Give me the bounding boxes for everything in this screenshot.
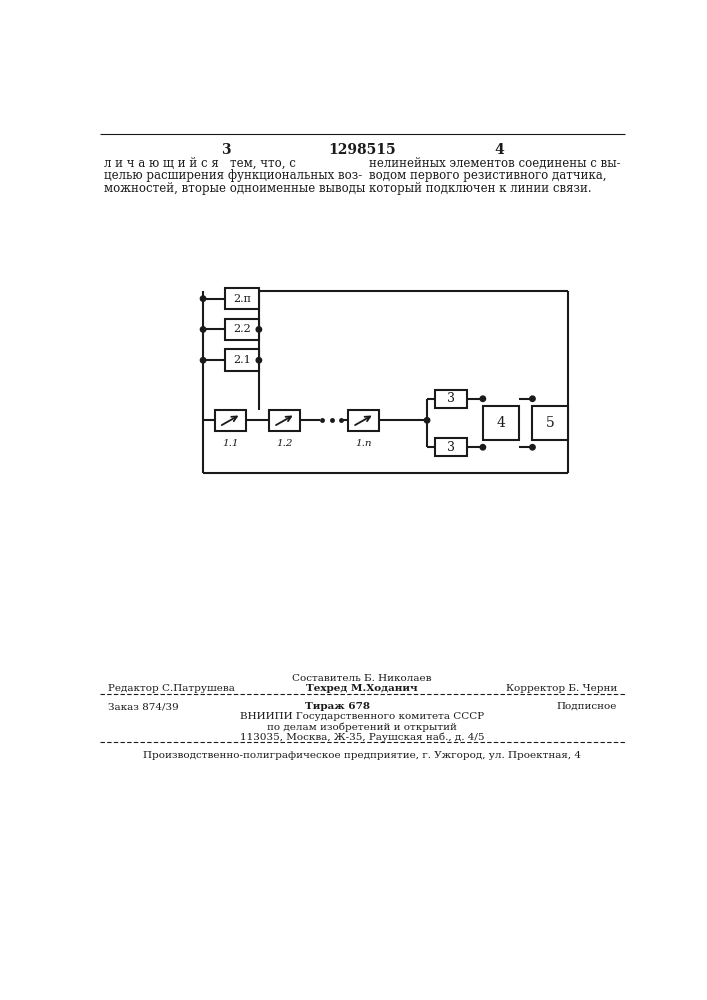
Text: Производственно-полиграфическое предприятие, г. Ужгород, ул. Проектная, 4: Производственно-полиграфическое предприя…: [143, 751, 581, 760]
Bar: [225, 288, 259, 309]
Text: Тираж 678: Тираж 678: [305, 702, 370, 711]
Text: 3: 3: [447, 441, 455, 454]
Text: 4: 4: [494, 143, 504, 157]
Circle shape: [200, 327, 206, 332]
Circle shape: [530, 396, 535, 401]
Text: 1.1: 1.1: [222, 439, 238, 448]
Text: ВНИИПИ Государственного комитета СССР: ВНИИПИ Государственного комитета СССР: [240, 712, 484, 721]
Text: 4: 4: [496, 416, 505, 430]
Text: 5: 5: [546, 416, 555, 430]
Text: 2.п: 2.п: [233, 294, 251, 304]
Text: л и ч а ю щ и й с я   тем, что, с: л и ч а ю щ и й с я тем, что, с: [104, 157, 296, 170]
Text: водом первого резистивного датчика,: водом первого резистивного датчика,: [369, 169, 607, 182]
Text: 1.2: 1.2: [276, 439, 293, 448]
Text: 1298515: 1298515: [328, 143, 396, 157]
Bar: [215, 410, 246, 431]
Bar: [225, 349, 259, 371]
Circle shape: [530, 445, 535, 450]
Circle shape: [424, 418, 430, 423]
Bar: [435, 389, 467, 408]
Text: 2.2: 2.2: [233, 324, 251, 334]
Text: можностей, вторые одноименные выводы: можностей, вторые одноименные выводы: [104, 182, 366, 195]
Text: Корректор Б. Черни: Корректор Б. Черни: [506, 684, 617, 693]
Bar: [435, 438, 467, 456]
Text: нелинейных элементов соединены с вы-: нелинейных элементов соединены с вы-: [369, 157, 621, 170]
Text: 1.п: 1.п: [355, 439, 372, 448]
Text: Редактор С.Патрушева: Редактор С.Патрушева: [107, 684, 235, 693]
Circle shape: [480, 396, 486, 401]
Text: 3: 3: [221, 143, 230, 157]
Bar: [269, 410, 300, 431]
Text: Подписное: Подписное: [556, 702, 617, 711]
Circle shape: [256, 327, 262, 332]
Text: по делам изобретений и открытий: по делам изобретений и открытий: [267, 722, 457, 732]
Text: целью расширения функциональных воз-: целью расширения функциональных воз-: [104, 169, 362, 182]
Text: 113035, Москва, Ж-35, Раушская наб., д. 4/5: 113035, Москва, Ж-35, Раушская наб., д. …: [240, 732, 484, 742]
Bar: [348, 410, 379, 431]
Bar: [483, 406, 518, 440]
Text: 2.1: 2.1: [233, 355, 251, 365]
Circle shape: [480, 445, 486, 450]
Text: 3: 3: [447, 392, 455, 405]
Text: Составитель Б. Николаев: Составитель Б. Николаев: [292, 674, 432, 683]
Bar: [532, 406, 568, 440]
Text: Заказ 874/39: Заказ 874/39: [107, 702, 178, 711]
Text: который подключен к линии связи.: который подключен к линии связи.: [369, 182, 592, 195]
Circle shape: [256, 358, 262, 363]
Bar: [225, 319, 259, 340]
Circle shape: [200, 358, 206, 363]
Text: Техред М.Ходанич: Техред М.Ходанич: [306, 684, 418, 693]
Circle shape: [200, 296, 206, 301]
